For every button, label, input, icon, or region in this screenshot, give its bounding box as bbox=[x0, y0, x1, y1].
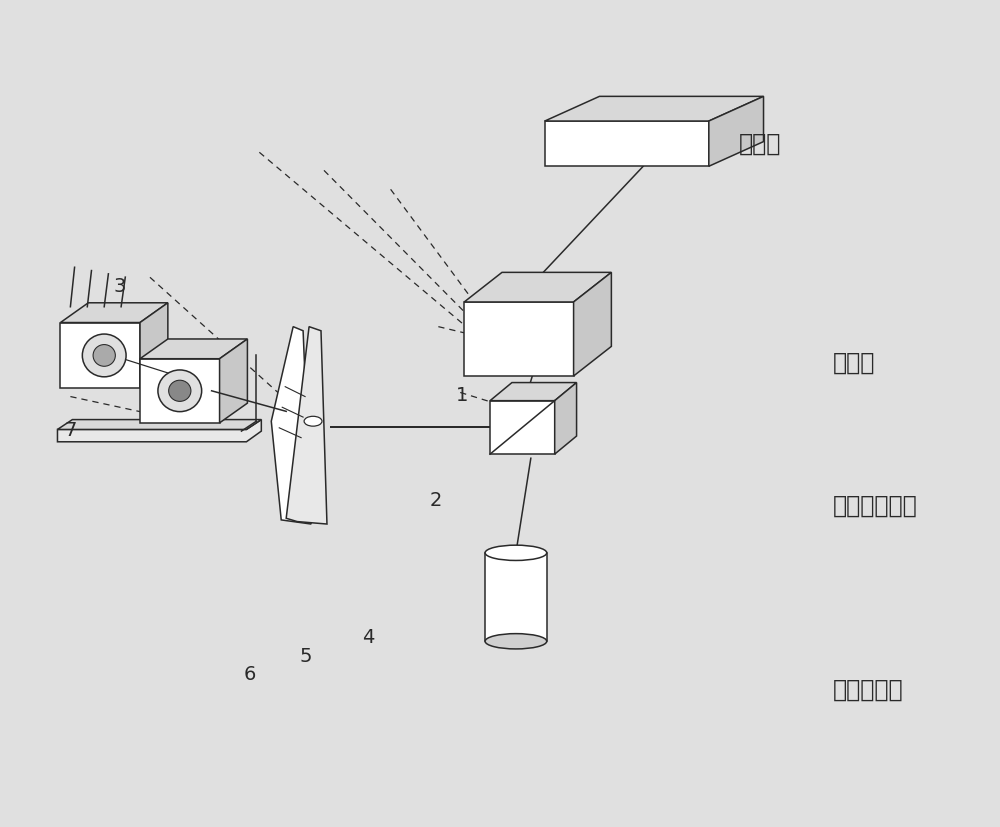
Polygon shape bbox=[60, 304, 168, 323]
Polygon shape bbox=[57, 420, 261, 442]
Ellipse shape bbox=[485, 546, 547, 561]
Polygon shape bbox=[545, 122, 709, 167]
Polygon shape bbox=[220, 340, 247, 423]
Polygon shape bbox=[464, 273, 611, 303]
Polygon shape bbox=[574, 273, 611, 376]
Text: 移動反射鏡: 移動反射鏡 bbox=[833, 676, 904, 700]
Ellipse shape bbox=[169, 380, 191, 402]
Text: 6: 6 bbox=[243, 664, 256, 683]
Text: 7: 7 bbox=[64, 420, 77, 439]
Text: 4: 4 bbox=[363, 628, 375, 647]
Polygon shape bbox=[140, 340, 247, 359]
Polygon shape bbox=[57, 420, 261, 430]
Text: 2: 2 bbox=[429, 490, 442, 509]
Polygon shape bbox=[709, 98, 764, 167]
Text: 5: 5 bbox=[300, 647, 312, 665]
Polygon shape bbox=[140, 304, 168, 389]
Polygon shape bbox=[490, 401, 555, 455]
Ellipse shape bbox=[82, 335, 126, 377]
Text: 分光鏡: 分光鏡 bbox=[833, 351, 876, 375]
Ellipse shape bbox=[93, 345, 115, 367]
Polygon shape bbox=[545, 98, 764, 122]
Ellipse shape bbox=[304, 417, 322, 427]
Polygon shape bbox=[490, 383, 577, 401]
Text: 雷射光: 雷射光 bbox=[739, 132, 781, 156]
Polygon shape bbox=[485, 553, 547, 642]
Text: 3: 3 bbox=[114, 277, 126, 296]
Polygon shape bbox=[140, 359, 220, 423]
Polygon shape bbox=[555, 383, 577, 455]
Text: 位移干涉模組: 位移干涉模組 bbox=[833, 494, 918, 518]
Polygon shape bbox=[286, 327, 327, 524]
Ellipse shape bbox=[485, 633, 547, 649]
Polygon shape bbox=[271, 327, 311, 524]
Ellipse shape bbox=[158, 370, 202, 412]
Polygon shape bbox=[60, 323, 140, 389]
Polygon shape bbox=[464, 303, 574, 376]
Text: 1: 1 bbox=[456, 385, 468, 404]
